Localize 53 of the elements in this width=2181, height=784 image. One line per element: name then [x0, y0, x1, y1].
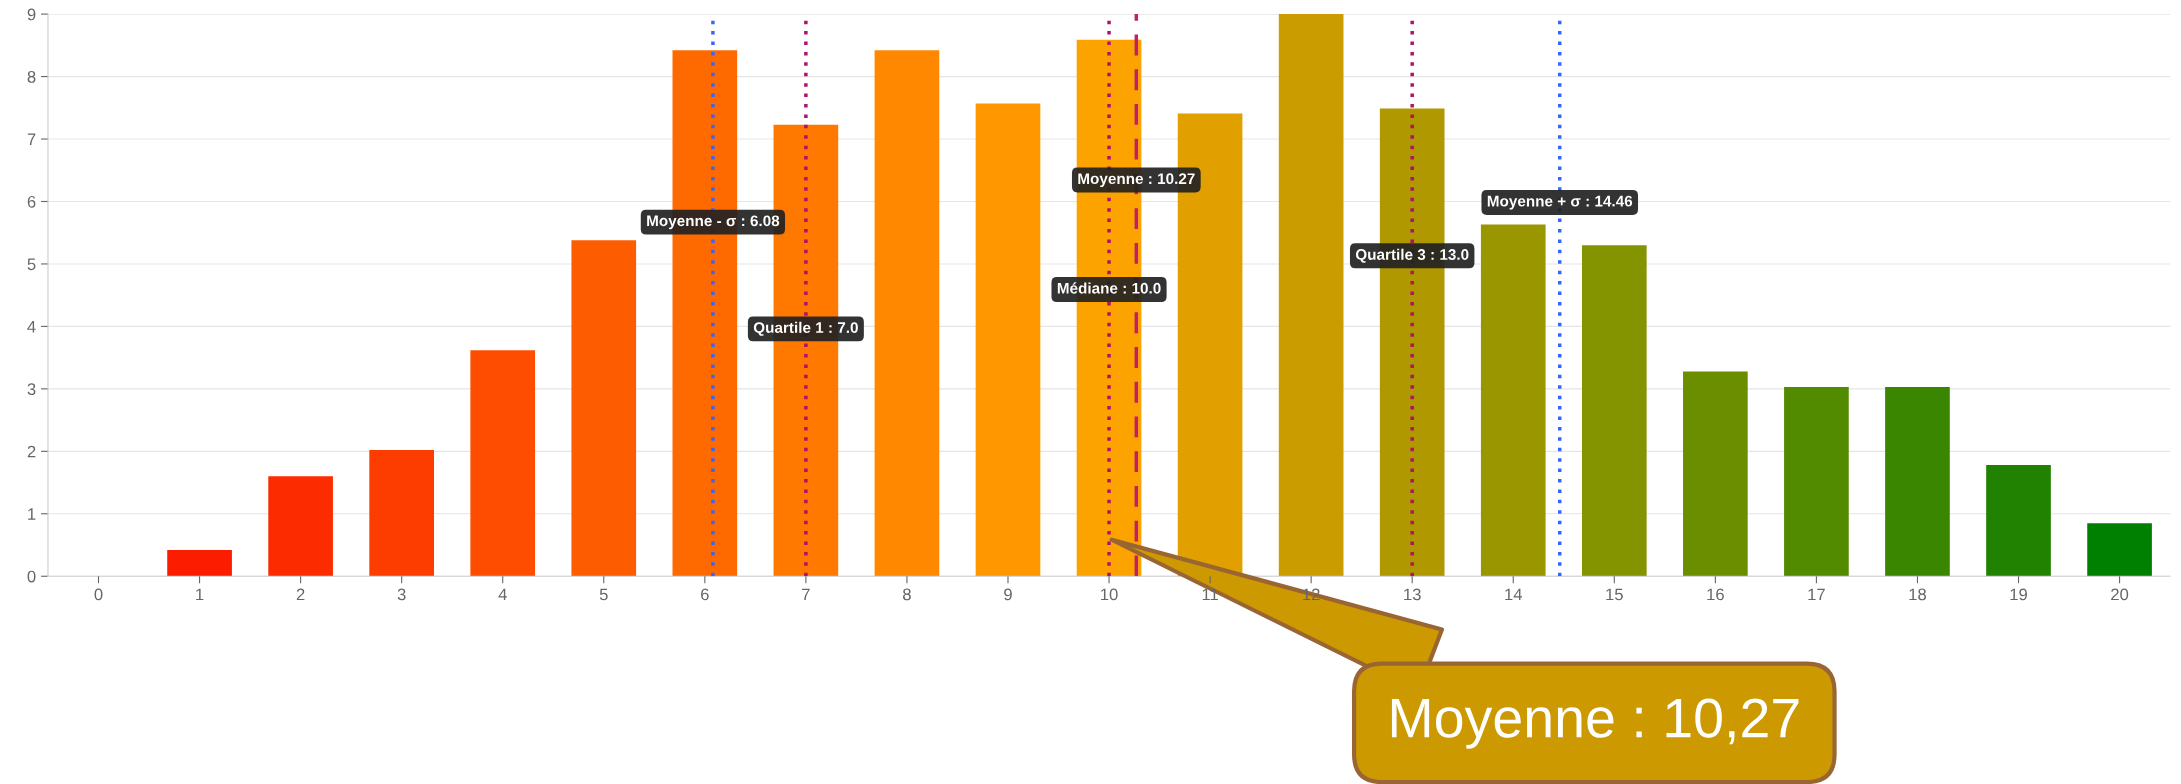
bar [369, 450, 434, 577]
y-tick-label: 0 [27, 570, 36, 583]
x-tick-label: 10 [1101, 588, 1118, 601]
bar [1784, 386, 1849, 577]
x-tick-label: 13 [1404, 588, 1421, 601]
x-tick-label: 12 [1303, 588, 1320, 601]
bar [1683, 371, 1748, 577]
y-tick-label: 2 [27, 445, 36, 458]
bar [874, 50, 940, 577]
ref-line-label: Moyenne - σ : 6.08 [647, 215, 780, 230]
x-tick-label: 7 [802, 588, 810, 601]
bar [1885, 386, 1950, 577]
x-tick-label: 4 [498, 588, 507, 601]
y-tick-label: 7 [27, 133, 36, 146]
x-tick-label: 9 [1004, 588, 1012, 601]
annotation: Moyenne : 10,27 [1391, 698, 1799, 749]
ref-line-label: Moyenne + σ : 14.46 [1487, 195, 1633, 210]
x-tick-label: 5 [599, 588, 608, 601]
x-tick-label: 18 [1909, 588, 1927, 601]
y-tick-label: 6 [27, 195, 36, 208]
bar [1278, 14, 1344, 577]
x-tick-label: 16 [1707, 588, 1724, 601]
x-tick-label: 8 [903, 588, 911, 601]
y-tick-label: 8 [27, 70, 36, 83]
x-tick-label: 20 [2111, 588, 2129, 601]
ref-line-label: Médiane : 10.0 [1057, 282, 1161, 294]
bar [268, 476, 333, 577]
bar [1581, 245, 1647, 577]
bar [167, 550, 232, 577]
y-tick-label: 5 [27, 258, 36, 271]
bar [470, 350, 536, 577]
ref-line-label: Moyenne : 10.27 [1078, 173, 1195, 188]
x-tick-label: 0 [94, 588, 103, 601]
x-tick-label: 15 [1606, 588, 1623, 601]
x-tick-label: 1 [196, 588, 204, 601]
x-tick-label: 6 [701, 588, 709, 601]
x-tick-label: 14 [1505, 588, 1523, 601]
y-tick-label: 3 [27, 383, 36, 396]
bar [1986, 465, 2051, 577]
bar [975, 103, 1041, 577]
ref-line-label: Quartile 1 : 7.0 [753, 321, 858, 336]
ref-line-label: Quartile 3 : 13.0 [1355, 248, 1469, 263]
bar [571, 240, 637, 577]
y-tick-label: 1 [28, 508, 36, 520]
y-tick-label: 4 [27, 320, 36, 333]
x-tick-label: 17 [1808, 588, 1825, 601]
x-tick-label: 11 [1202, 588, 1218, 601]
bar [2087, 523, 2152, 577]
x-tick-label: 3 [397, 588, 406, 601]
bar [1480, 224, 1546, 577]
x-tick-label: 2 [296, 588, 305, 601]
x-tick-label: 19 [2010, 588, 2027, 601]
y-tick-label: 9 [27, 8, 36, 21]
